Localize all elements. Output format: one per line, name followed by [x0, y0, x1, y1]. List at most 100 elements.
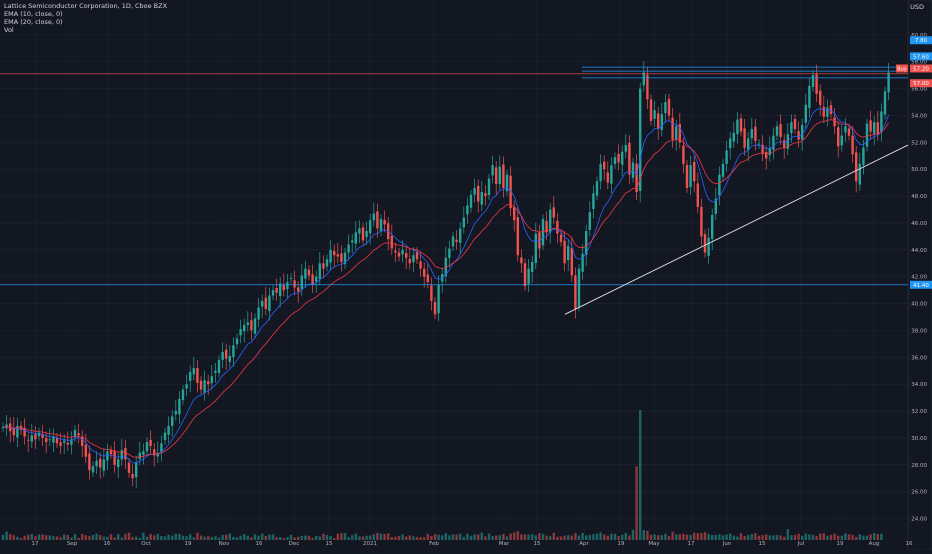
y-tick-label: 56.00	[911, 87, 927, 93]
candle-body	[405, 253, 408, 258]
candle-body	[466, 205, 469, 215]
candle-body	[628, 142, 631, 175]
candle-body	[711, 214, 714, 239]
candle-body	[667, 98, 671, 116]
volume-bar	[631, 529, 635, 540]
candle-body	[102, 459, 105, 471]
candle-body	[243, 325, 246, 332]
volume-bar	[646, 530, 649, 540]
volume-bar	[635, 466, 638, 540]
volume-bar	[300, 535, 303, 540]
badge-top1: 7.80	[915, 38, 928, 44]
y-tick-label: 46.00	[911, 221, 927, 227]
volume-bar	[473, 534, 476, 540]
candle-body	[473, 188, 476, 195]
candle-body	[351, 240, 354, 243]
volume-bar	[415, 537, 419, 540]
volume-bar	[271, 534, 275, 540]
volume-bar	[441, 535, 444, 540]
volume-bar	[869, 534, 872, 540]
candle-body	[225, 349, 228, 359]
badge-price-bg	[910, 64, 932, 73]
candle-body	[581, 253, 584, 272]
volume-bar	[851, 534, 854, 540]
volume-bar	[509, 533, 512, 540]
candle-body	[253, 318, 257, 334]
volume-bar	[127, 532, 131, 540]
volume-bar	[757, 535, 761, 540]
volume-bar	[178, 533, 181, 540]
candle-body	[289, 278, 293, 279]
candle-body	[858, 163, 861, 185]
volume-bar	[426, 533, 429, 540]
volume-bar	[624, 532, 627, 540]
candle-body	[534, 233, 537, 264]
volume-bar	[797, 533, 800, 540]
volume-bar	[858, 534, 861, 540]
volume-bar	[775, 535, 779, 540]
candle-body	[739, 118, 743, 132]
candle-body	[214, 370, 217, 373]
volume-bar	[790, 535, 793, 540]
candle-body	[376, 211, 379, 229]
candle-body	[163, 432, 167, 441]
volume-bar	[840, 535, 843, 540]
candle-body	[721, 163, 725, 177]
candle-body	[545, 221, 548, 233]
candle-body	[343, 252, 347, 265]
volume-bar	[829, 534, 833, 540]
candle-body	[84, 444, 87, 457]
candle-body	[336, 254, 339, 257]
volume-bar	[876, 534, 879, 540]
volume-bar	[160, 536, 163, 540]
candle-body	[624, 145, 627, 152]
candle-body	[790, 122, 793, 134]
candle-body	[109, 450, 113, 455]
symbol-title[interactable]: Lattice Semiconductor Corporation, 1D, C…	[4, 2, 168, 10]
volume-bar	[372, 534, 375, 540]
candle-body	[113, 450, 116, 465]
volume-bar	[685, 534, 689, 540]
volume-bar	[120, 537, 123, 540]
candle-body	[693, 161, 696, 182]
candle-body	[671, 117, 674, 140]
volume-bar	[174, 533, 177, 540]
volume-bar	[505, 536, 509, 540]
volume-bar	[253, 534, 257, 540]
volume-bar	[336, 533, 339, 540]
candle-body	[883, 91, 887, 115]
candle-body	[210, 376, 213, 384]
volume-bar	[865, 535, 869, 540]
candle-body	[142, 451, 145, 455]
volume-bar	[873, 532, 876, 540]
currency-label[interactable]: USD	[910, 3, 924, 11]
volume-bar	[185, 536, 188, 540]
candle-body	[747, 138, 750, 150]
candle-body	[304, 268, 307, 279]
ema20-legend[interactable]: EMA (20, close, 0)	[4, 18, 63, 26]
volume-bar	[862, 535, 865, 540]
candle-body	[433, 301, 437, 315]
volume-bar	[811, 534, 815, 540]
volume-bar	[718, 534, 721, 540]
badge-price2: 57.00	[913, 81, 929, 87]
candle-body	[829, 105, 833, 115]
volume-bar	[106, 536, 109, 540]
ema10-legend[interactable]: EMA (10, close, 0)	[4, 10, 63, 18]
volume-bar	[329, 536, 332, 540]
candle-body	[30, 435, 33, 442]
candle-body	[567, 245, 570, 261]
volume-bar	[199, 535, 203, 540]
volume-bar	[736, 536, 739, 540]
x-tick-label: 16	[906, 541, 913, 547]
volume-bar	[138, 537, 141, 540]
volume-legend[interactable]: Vol	[4, 26, 14, 34]
candle-body	[869, 120, 872, 132]
volume-bar	[307, 535, 311, 540]
volume-bar	[495, 535, 498, 540]
volume-bar	[27, 534, 30, 540]
volume-bar	[743, 535, 746, 540]
y-tick-label: 50.00	[911, 167, 927, 173]
